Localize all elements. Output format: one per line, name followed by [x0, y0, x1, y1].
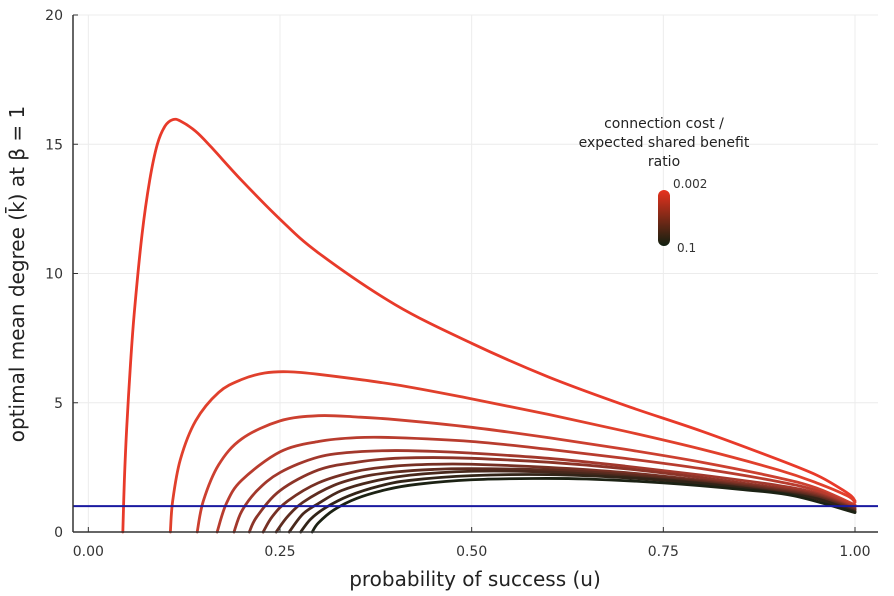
x-axis-label: probability of success (u): [349, 567, 601, 591]
y-tick-label-1: 5: [54, 396, 63, 412]
series-line-10: [310, 477, 857, 534]
series-line-3: [215, 435, 857, 534]
x-tick-label-0: 0.00: [73, 544, 104, 560]
series-line-2: [195, 414, 857, 534]
y-tick-label-0: 0: [54, 525, 63, 541]
y-tick-label-3: 15: [45, 137, 63, 153]
y-axis-label: optimal mean degree (k̄) at β = 1: [4, 106, 29, 442]
x-tick-label-1: 0.25: [264, 544, 295, 560]
legend-title-line-3: ratio: [648, 154, 680, 170]
y-tick-label-4: 20: [45, 8, 63, 24]
colorbar-max-label: 0.002: [673, 177, 707, 191]
y-tick-label-2: 10: [45, 267, 63, 283]
legend-title-line-1: connection cost /: [604, 116, 724, 132]
colorbar-legend: connection cost / expected shared benefi…: [579, 116, 750, 255]
x-tick-label-4: 1.00: [839, 544, 870, 560]
colorbar: [658, 190, 670, 246]
colorbar-min-label: 0.1: [677, 241, 696, 255]
series-group: [121, 117, 857, 534]
series-line-4: [232, 449, 857, 534]
x-tick-label-2: 0.50: [456, 544, 487, 560]
series-line-1: [168, 370, 857, 534]
series-line-0: [121, 117, 857, 534]
ticks: 0.00 0.25 0.50 0.75 1.00 0 5 10 15 20: [45, 8, 870, 560]
x-tick-label-3: 0.75: [648, 544, 679, 560]
legend-title-line-2: expected shared benefit: [579, 135, 750, 151]
